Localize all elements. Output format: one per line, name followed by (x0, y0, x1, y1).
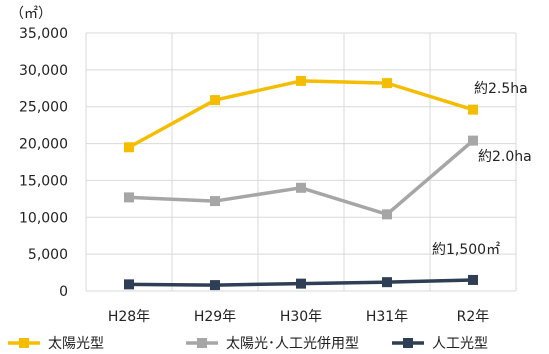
data-point (124, 192, 134, 203)
data-point (296, 75, 306, 86)
data-point (124, 142, 134, 153)
y-tick-label: 20,000 (19, 137, 68, 153)
x-tick-label: H29年 (194, 309, 236, 325)
y-tick-label: 5,000 (28, 247, 68, 263)
legend-label: 太陽光型 (48, 336, 104, 352)
x-tick-label: H30年 (280, 309, 322, 325)
data-point (382, 277, 392, 288)
plot-area: 0 5,000 10,000 15,000 20,000 25,000 30,000 35,0… (19, 26, 517, 325)
data-point (468, 104, 478, 115)
y-tick-label: 25,000 (19, 100, 68, 116)
x-tick-label: H31年 (366, 309, 408, 325)
annotation-artificial: 約1,500㎡ (432, 242, 500, 258)
legend-label: 太陽光･人工光併用型 (226, 336, 359, 352)
data-point (468, 135, 478, 146)
data-point (468, 274, 478, 285)
data-point (382, 78, 392, 89)
y-tick-label: 30,000 (19, 63, 68, 79)
x-tick-label: H28年 (108, 309, 150, 325)
legend: 太陽光型 太陽光･人工光併用型 人工光型 (8, 336, 488, 352)
data-point (210, 196, 220, 207)
data-point (382, 209, 392, 220)
data-point (124, 279, 134, 290)
y-tick-label: 10,000 (19, 210, 68, 226)
legend-marker (403, 338, 413, 348)
y-tick-label: 0 (59, 284, 68, 300)
annotation-combined: 約2.0ha (478, 149, 532, 165)
legend-marker (197, 338, 207, 348)
legend-label: 人工光型 (432, 336, 488, 352)
x-tick-label: R2年 (457, 309, 490, 325)
y-tick-label: 35,000 (19, 26, 68, 42)
legend-marker (19, 338, 29, 348)
data-point (296, 182, 306, 193)
data-point (296, 278, 306, 289)
data-point (210, 95, 220, 106)
series-line-1 (128, 79, 474, 149)
y-tick-label: 15,000 (19, 173, 68, 189)
annotation-solar: 約2.5ha (474, 81, 528, 97)
y-unit-label: （㎡） (10, 6, 52, 22)
series-line-2 (128, 139, 475, 217)
data-point (210, 280, 220, 291)
